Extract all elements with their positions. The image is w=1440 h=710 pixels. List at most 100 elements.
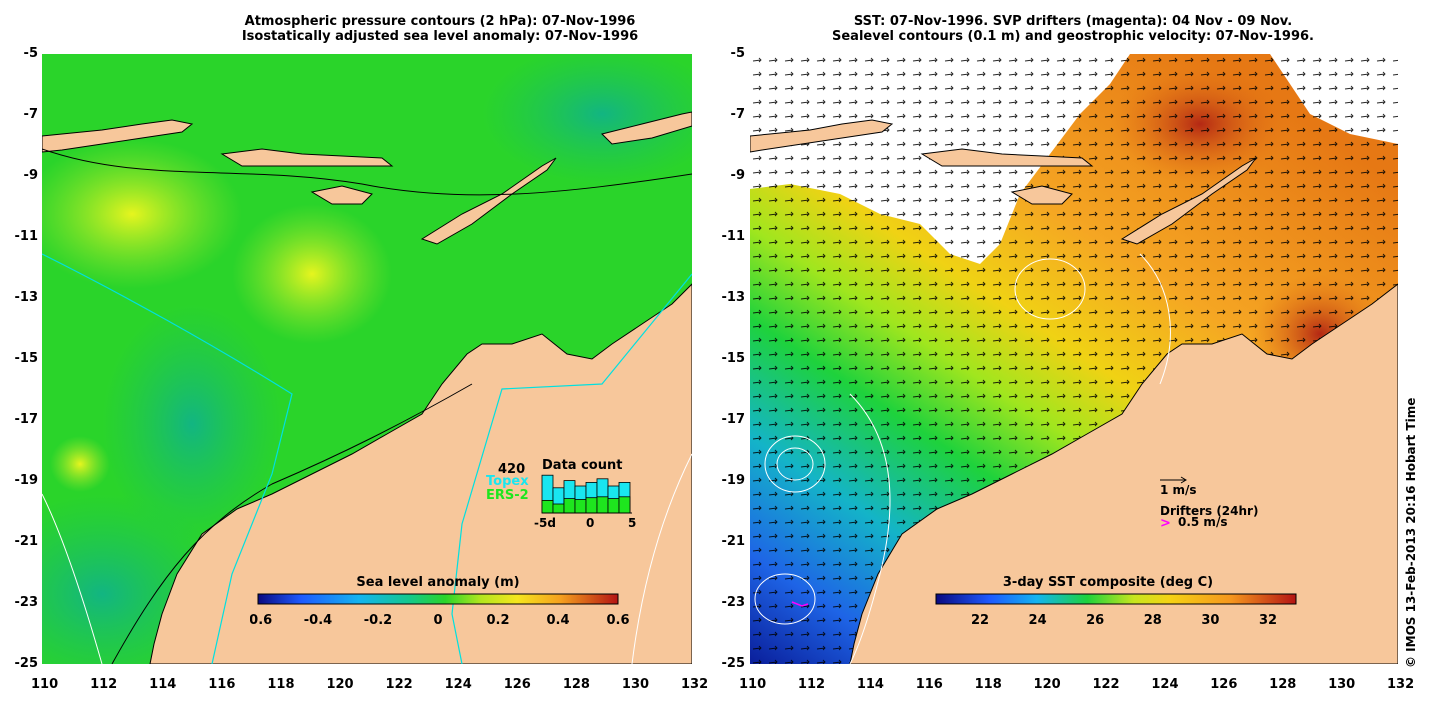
java-island-sst — [750, 119, 894, 153]
left-x-tick-5: 120 — [326, 677, 354, 692]
sst-colorbar-label: 3-day SST composite (deg C) — [1003, 575, 1213, 590]
left-x-tick-6: 122 — [385, 677, 413, 692]
drifter-scale-label: 0.5 m/s — [1178, 515, 1227, 529]
velocity-scale-label: 1 m/s — [1160, 483, 1197, 497]
left-title-line1: Atmospheric pressure contours (2 hPa): 0… — [244, 14, 636, 29]
right-y-tick-7: -19 — [721, 473, 746, 488]
left-x-tick-9: 128 — [562, 677, 590, 692]
right-x-tick-11: 132 — [1387, 677, 1415, 692]
velocity-scale-legend: 1 m/s Drifters (24hr) > 0.5 m/s — [1160, 476, 1258, 531]
australia-landmass-sst — [849, 283, 1398, 664]
left-x-tick-8: 126 — [503, 677, 531, 692]
right-x-tick-0: 110 — [739, 677, 767, 692]
sst-colorbar-tick-3: 28 — [1144, 613, 1162, 628]
sst-colorbar-gradient — [935, 593, 1297, 605]
sst-colorbar-tick-0: 22 — [971, 613, 989, 628]
sea-level-colorbar-label: Sea level anomaly (m) — [356, 575, 519, 590]
data-count-xtick-1: 0 — [586, 516, 594, 530]
data-count-xtick-0: -5d — [534, 516, 556, 530]
right-x-tick-1: 112 — [797, 677, 826, 692]
right-y-tick-3: -11 — [721, 229, 746, 244]
left-x-tick-11: 132 — [681, 677, 709, 692]
right-x-tick-3: 116 — [915, 677, 943, 692]
sumba-island — [310, 185, 373, 205]
left-y-tick-4: -13 — [14, 290, 39, 305]
left-x-tick-10: 130 — [621, 677, 650, 692]
left-title-line2: Isostatically adjusted sea level anomaly… — [241, 29, 639, 44]
sst-map — [750, 54, 1398, 664]
left-y-tick-9: -23 — [14, 595, 39, 610]
sea-level-colorbar-tick-5: 0.4 — [546, 613, 569, 628]
right-title-line2: Sealevel contours (0.1 m) and geostrophi… — [832, 29, 1314, 44]
drifter-track — [791, 601, 809, 607]
right-y-tick-2: -9 — [730, 168, 745, 183]
data-count-title: Data count — [542, 458, 622, 473]
velocity-scale-arrow — [1160, 476, 1187, 484]
sst-colorbar-tick-5: 32 — [1259, 613, 1277, 628]
sst-colorbar-tick-1: 24 — [1029, 613, 1047, 628]
data-count-ers2-bar-2 — [563, 498, 576, 514]
left-y-tick-0: -5 — [23, 46, 38, 61]
right-x-tick-6: 122 — [1092, 677, 1120, 692]
right-y-tick-0: -5 — [730, 46, 745, 61]
ers2-ground-track — [451, 273, 692, 664]
data-count-ers2-bar-1 — [552, 503, 565, 514]
data-count-ers2-bar-4 — [585, 497, 598, 514]
data-count-ers2-bar-0 — [541, 500, 554, 514]
right-y-tick-4: -13 — [721, 290, 746, 305]
left-x-tick-3: 116 — [208, 677, 236, 692]
anomaly-high-18s — [50, 436, 110, 492]
drifter-scale-symbol: > — [1160, 516, 1171, 531]
sealevel-contour-white-2 — [631, 453, 692, 664]
pressure-contour-1 — [111, 383, 473, 664]
pressure-contour-2 — [42, 148, 692, 196]
anomaly-high-northwest — [42, 139, 242, 289]
right-y-tick-5: -15 — [721, 351, 746, 366]
java-island — [42, 119, 194, 153]
left-x-tick-0: 110 — [31, 677, 59, 692]
data-count-topex-label: Topex — [486, 474, 529, 489]
left-x-tick-2: 114 — [149, 677, 177, 692]
sea-level-anomaly-map — [42, 54, 692, 664]
data-count-ers2-bar-6 — [607, 498, 620, 514]
timor-east-island — [601, 111, 692, 145]
right-y-tick-9: -23 — [721, 595, 746, 610]
left-x-tick-1: 112 — [90, 677, 118, 692]
left-y-tick-3: -11 — [14, 229, 39, 244]
data-count-ers2-bar-7 — [618, 496, 631, 514]
sea-level-colorbar-tick-2: -0.2 — [364, 613, 392, 628]
left-y-tick-5: -15 — [14, 351, 39, 366]
sealevel-contours-white — [754, 253, 1171, 664]
anomaly-low-northeast — [482, 54, 692, 184]
right-y-tick-10: -25 — [721, 656, 746, 671]
right-y-tick-6: -17 — [721, 412, 746, 427]
data-count-ers2-bar-5 — [596, 496, 609, 514]
sst-colorbar: 3-day SST composite (deg C) 22 24 26 28 30 32 — [935, 575, 1297, 628]
timor-island-sst — [1120, 157, 1257, 245]
data-count-ers2-label: ERS-2 — [486, 488, 529, 503]
right-x-tick-2: 114 — [856, 677, 884, 692]
right-x-tick-5: 120 — [1033, 677, 1061, 692]
right-title: SST: 07-Nov-1996. SVP drifters (magenta)… — [748, 14, 1398, 44]
sumba-island-sst — [1010, 185, 1073, 205]
left-y-tick-1: -7 — [23, 107, 38, 122]
sea-level-colorbar-tick-6: 0.6 — [606, 613, 629, 628]
data-count-inset: Data count 420 Topex ERS-2 -5d 0 5 — [486, 458, 636, 530]
credit-line: © IMOS 13-Feb-2013 20:16 Hobart Time — [1404, 397, 1418, 668]
sst-colorbar-tick-2: 26 — [1086, 613, 1104, 628]
flores-island-sst — [920, 148, 1094, 167]
right-x-tick-8: 126 — [1210, 677, 1238, 692]
sea-level-colorbar-tick-4: 0.2 — [486, 613, 509, 628]
timor-island — [420, 157, 557, 245]
data-count-xtick-2: 5 — [628, 516, 636, 530]
sea-level-colorbar: Sea level anomaly (m) -0.6 -0.4 -0.2 0 0.2 0.… — [250, 575, 630, 628]
left-y-tick-10: -25 — [14, 656, 39, 671]
left-x-tick-7: 124 — [444, 677, 472, 692]
drifters-label: Drifters (24hr) — [1160, 504, 1258, 518]
anomaly-low-west — [102, 304, 282, 544]
right-y-tick-1: -7 — [730, 107, 745, 122]
data-count-total: 420 — [498, 462, 525, 477]
left-title: Atmospheric pressure contours (2 hPa): 0… — [110, 14, 770, 44]
topex-ground-track — [42, 253, 293, 664]
sealevel-contour-white — [42, 493, 103, 664]
